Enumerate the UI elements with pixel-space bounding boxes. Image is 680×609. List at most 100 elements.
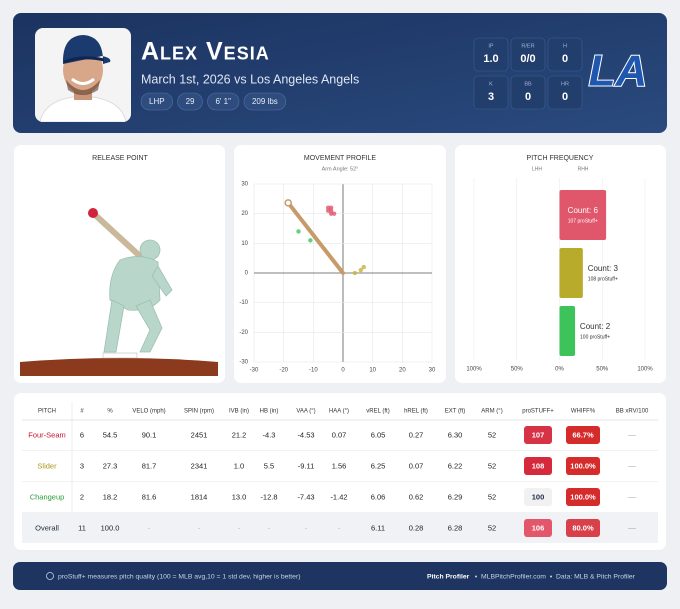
- column-header: vREL (ft): [366, 409, 389, 415]
- pitch-point: [352, 270, 358, 276]
- table-cell: 90.1: [142, 430, 157, 439]
- x-tick-label: 100%: [466, 367, 482, 373]
- table-cell: Four-Seam: [28, 430, 66, 439]
- x-tick-label: 10: [369, 368, 376, 374]
- table-cell: 18.2: [103, 492, 118, 501]
- table-panel: [14, 393, 666, 550]
- table-cell: 1.0: [234, 461, 244, 470]
- table-cell: 27.3: [103, 461, 118, 470]
- separator: [475, 575, 477, 578]
- table-cell: 6.06: [371, 492, 386, 501]
- table-cell: -1.42: [330, 492, 347, 501]
- footer-source: Data: MLB & Pitch Profiler: [556, 573, 636, 580]
- column-header: %: [107, 409, 113, 415]
- arm-angle-end: [284, 199, 292, 207]
- table-cell: 106: [532, 523, 545, 532]
- tag-pill: [140, 92, 173, 111]
- arm-angle-line: [286, 200, 345, 275]
- panel-subtitle: Arm Angle: 52°: [322, 166, 359, 172]
- table-cell: ----: [628, 433, 636, 439]
- table-cell: 66.7%: [572, 430, 594, 439]
- x-tick-label: 50%: [511, 367, 524, 373]
- whiff-badge: [566, 488, 600, 506]
- stat-box: [473, 75, 509, 110]
- footer-brand: Pitch Profiler: [427, 573, 470, 580]
- table-cell: 21.2: [232, 430, 247, 439]
- table-cell: -4.53: [297, 430, 314, 439]
- column-header: WHIFF%: [571, 409, 596, 415]
- x-tick-label: 50%: [596, 367, 609, 373]
- column-header: ARM (°): [481, 409, 502, 415]
- y-tick-label: 0: [245, 271, 249, 277]
- table-cell: 6.05: [371, 430, 386, 439]
- stat-value: 0: [525, 91, 531, 103]
- whiff-badge: [566, 519, 600, 537]
- y-tick-label: -30: [239, 360, 248, 366]
- team-logo: LA: [589, 47, 648, 96]
- pitch-point: [358, 267, 363, 273]
- player-photo: [35, 28, 131, 122]
- stat-box: [510, 37, 546, 72]
- footer-note: proStuff+ measures pitch quality (100 = …: [58, 573, 301, 580]
- table-cell: -9.11: [298, 461, 315, 470]
- game-subtitle: March 1st, 2026 vs Los Angeles Angels: [141, 72, 359, 86]
- x-tick-label: -30: [250, 368, 259, 374]
- table-cell: 100: [532, 492, 545, 501]
- table-cell: 0.07: [332, 430, 347, 439]
- table-cell: 2341: [191, 461, 208, 470]
- stat-label: BB: [524, 81, 532, 87]
- stat-value: 3: [488, 91, 494, 103]
- table-cell: 52: [488, 492, 496, 501]
- table-cell: 0.62: [409, 492, 424, 501]
- y-tick-label: -20: [239, 330, 248, 336]
- panel-title: MOVEMENT PROFILE: [304, 155, 377, 162]
- column-header: hREL (ft): [404, 409, 428, 415]
- table-cell: 81.6: [142, 492, 157, 501]
- column-header: PITCH: [38, 409, 56, 415]
- table-cell: -: [338, 523, 341, 532]
- stat-value: 0: [562, 53, 568, 65]
- stat-value: 1.0: [483, 53, 498, 65]
- side-label: RHH: [578, 166, 589, 172]
- x-tick-label: -10: [309, 368, 318, 374]
- tag-label: LHP: [149, 97, 165, 106]
- table-cell: Slider: [37, 461, 57, 470]
- x-tick-label: 30: [429, 368, 436, 374]
- bar-count: Count: 3: [588, 264, 619, 273]
- pitcher-illustration: [20, 208, 218, 376]
- table-cell: -: [148, 523, 151, 532]
- stat-label: IP: [488, 43, 494, 49]
- column-header: SPIN (rpm): [184, 409, 214, 415]
- table-cell: -: [305, 523, 308, 532]
- y-tick-label: -10: [239, 300, 248, 306]
- info-icon: [46, 572, 54, 580]
- table-cell: -4.3: [263, 430, 276, 439]
- column-header: VELO (mph): [132, 409, 165, 415]
- table-cell: 1.56: [332, 461, 347, 470]
- table-cell: 81.7: [142, 461, 157, 470]
- table-cell: 6: [80, 430, 84, 439]
- table-cell: 6.29: [448, 492, 463, 501]
- bar-count: Count: 6: [568, 206, 599, 215]
- tag-label: 29: [186, 97, 195, 106]
- pitch-point: [328, 205, 334, 210]
- table-cell: -: [198, 523, 201, 532]
- table-cell: 100.0%: [570, 461, 596, 470]
- column-header: #: [80, 409, 84, 415]
- tag-label: 209 lbs: [252, 97, 278, 106]
- frequency-bar: [559, 248, 583, 298]
- column-header: proSTUFF+: [522, 409, 554, 415]
- stuff-badge: [524, 457, 552, 475]
- x-tick-label: 0: [341, 368, 345, 374]
- frequency-bar: [559, 190, 607, 240]
- table-cell: 108: [532, 461, 545, 470]
- tag-pill: [243, 92, 287, 111]
- table-cell: 52: [488, 461, 496, 470]
- tag-pill: [207, 92, 240, 111]
- tag-pill: [177, 92, 203, 111]
- bar-count: Count: 2: [580, 322, 611, 331]
- stat-value: 0: [562, 91, 568, 103]
- table-cell: 100.0%: [570, 492, 596, 501]
- column-header: VAA (°): [296, 409, 315, 415]
